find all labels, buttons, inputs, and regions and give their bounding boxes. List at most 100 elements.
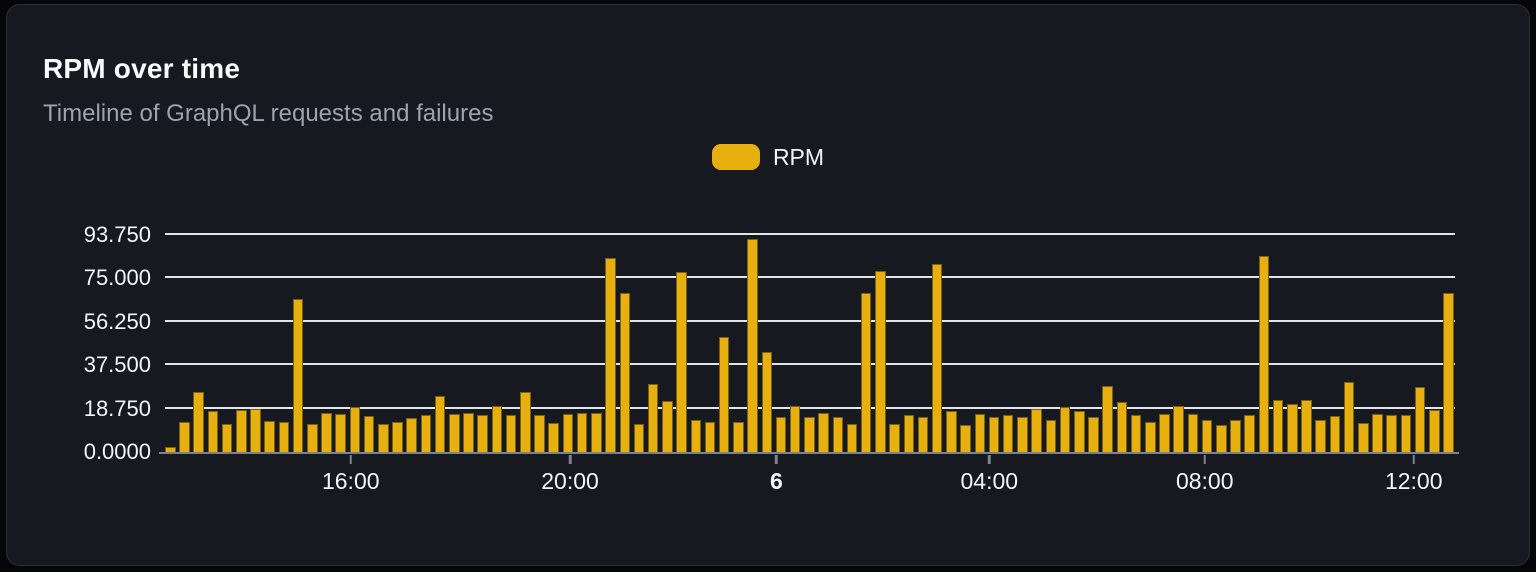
rpm-bar[interactable] (477, 414, 488, 452)
legend-item-rpm[interactable]: RPM (711, 144, 824, 171)
rpm-bar[interactable] (1329, 416, 1341, 452)
rpm-bar[interactable] (165, 447, 176, 452)
rpm-bar[interactable] (378, 424, 389, 452)
rpm-bar[interactable] (434, 396, 446, 452)
rpm-bar[interactable] (1130, 414, 1142, 452)
rpm-bar[interactable] (207, 411, 219, 452)
rpm-bar[interactable] (1116, 402, 1128, 452)
rpm-bar[interactable] (1258, 255, 1270, 452)
rpm-bar[interactable] (946, 411, 957, 452)
rpm-bar[interactable] (562, 413, 574, 452)
rpm-bar[interactable] (1145, 421, 1156, 452)
rpm-bar[interactable] (960, 425, 971, 452)
rpm-bar[interactable] (193, 391, 204, 452)
rpm-bar[interactable] (988, 417, 1000, 452)
rpm-bar[interactable] (505, 414, 517, 452)
gridline (165, 232, 1455, 235)
rpm-bar[interactable] (1315, 419, 1326, 452)
rpm-bar[interactable] (1287, 404, 1298, 452)
rpm-bar[interactable] (548, 423, 559, 452)
rpm-bar[interactable] (1017, 417, 1028, 452)
rpm-bar[interactable] (832, 417, 844, 452)
rpm-bar[interactable] (1429, 410, 1440, 452)
rpm-bar[interactable] (633, 424, 645, 452)
rpm-bar[interactable] (718, 337, 730, 452)
rpm-bar[interactable] (1059, 406, 1071, 452)
rpm-bar[interactable] (264, 420, 275, 452)
rpm-bar[interactable] (221, 424, 233, 452)
rpm-bar[interactable] (875, 271, 886, 452)
rpm-bar[interactable] (349, 406, 361, 452)
rpm-bar[interactable] (747, 238, 758, 452)
rpm-bar[interactable] (1002, 414, 1014, 452)
rpm-bar[interactable] (1400, 414, 1412, 452)
rpm-bar[interactable] (449, 413, 460, 452)
rpm-bar[interactable] (1272, 399, 1284, 452)
rpm-bar[interactable] (491, 405, 503, 452)
rpm-bar[interactable] (520, 391, 531, 452)
rpm-bar[interactable] (789, 405, 801, 452)
rpm-bar[interactable] (406, 418, 417, 452)
rpm-bar[interactable] (1173, 405, 1184, 452)
rpm-bar[interactable] (1414, 387, 1426, 452)
rpm-bar[interactable] (804, 417, 815, 452)
gridline (165, 276, 1455, 278)
rpm-bar[interactable] (1159, 413, 1170, 452)
rpm-bar[interactable] (605, 258, 616, 452)
rpm-bar[interactable] (974, 413, 986, 452)
x-tick-mark (1203, 455, 1206, 464)
rpm-bar[interactable] (1074, 411, 1085, 452)
rpm-bar[interactable] (931, 264, 943, 452)
rpm-bar[interactable] (761, 352, 773, 452)
rpm-bar[interactable] (463, 412, 474, 452)
rpm-bar[interactable] (179, 421, 190, 452)
rpm-bar[interactable] (278, 421, 290, 452)
rpm-bar[interactable] (1088, 417, 1099, 452)
rpm-bar[interactable] (775, 417, 787, 452)
rpm-bar[interactable] (307, 424, 318, 452)
rpm-bar[interactable] (889, 424, 900, 452)
rpm-bar[interactable] (236, 410, 247, 452)
rpm-bar[interactable] (321, 412, 332, 452)
rpm-bar[interactable] (1343, 382, 1355, 452)
rpm-bar[interactable] (647, 383, 659, 452)
rpm-bar[interactable] (1358, 423, 1369, 452)
rpm-bar[interactable] (1201, 419, 1213, 452)
x-tick-mark (349, 455, 352, 464)
rpm-bar[interactable] (676, 272, 687, 452)
rpm-bar[interactable] (704, 421, 716, 452)
rpm-bar[interactable] (690, 419, 702, 452)
rpm-bar[interactable] (1301, 399, 1312, 452)
rpm-bar[interactable] (860, 293, 872, 452)
rpm-bar[interactable] (619, 293, 630, 452)
rpm-bar[interactable] (662, 400, 673, 452)
rpm-bar[interactable] (591, 412, 602, 452)
rpm-bar[interactable] (576, 412, 588, 452)
rpm-bar[interactable] (903, 414, 915, 452)
rpm-bar[interactable] (335, 413, 346, 452)
rpm-bar[interactable] (1244, 414, 1255, 452)
rpm-bar[interactable] (534, 414, 545, 452)
rpm-bar[interactable] (1102, 385, 1113, 452)
rpm-bar[interactable] (250, 409, 261, 452)
rpm-bar[interactable] (292, 298, 304, 452)
rpm-bar[interactable] (1031, 409, 1042, 452)
rpm-bar[interactable] (363, 416, 375, 452)
gridline (165, 406, 1455, 409)
rpm-bar[interactable] (420, 414, 432, 452)
rpm-bar[interactable] (1443, 293, 1454, 452)
rpm-bar[interactable] (733, 421, 744, 452)
rpm-bar[interactable] (1045, 419, 1057, 452)
rpm-bar[interactable] (1386, 414, 1397, 452)
rpm-bar[interactable] (917, 417, 929, 452)
rpm-bar[interactable] (818, 412, 829, 452)
rpm-bar[interactable] (1216, 425, 1227, 452)
rpm-bar[interactable] (1372, 413, 1383, 452)
x-tick-label: 20:00 (541, 468, 599, 494)
x-tick-mark (568, 455, 572, 464)
rpm-bar[interactable] (846, 424, 858, 452)
y-tick-label: 75.000 (83, 265, 151, 290)
rpm-bar[interactable] (392, 421, 403, 452)
rpm-bar[interactable] (1230, 419, 1241, 452)
rpm-bar[interactable] (1187, 413, 1199, 452)
